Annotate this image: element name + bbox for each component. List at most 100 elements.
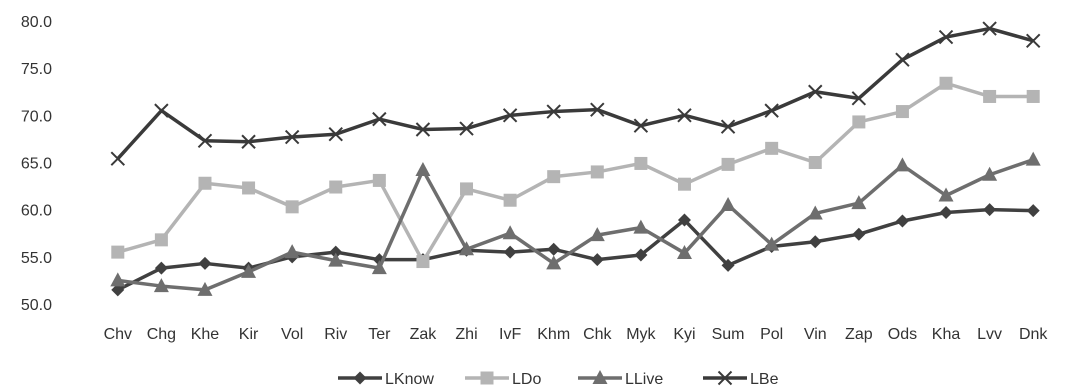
data-point-llive: [720, 196, 736, 211]
data-point-lbe: [938, 29, 954, 45]
data-point-llive: [110, 272, 126, 287]
x-tick-label: Myk: [626, 326, 656, 343]
x-tick-label: Sum: [712, 326, 745, 343]
x-tick-label: Riv: [324, 326, 347, 343]
legend-item-llive: LLive: [578, 370, 663, 388]
data-point-lbe: [328, 126, 343, 142]
data-point-ldo: [721, 157, 735, 171]
data-point-ldo: [460, 182, 474, 196]
series-ldo: [111, 76, 1040, 269]
data-point-ldo: [242, 181, 256, 195]
data-point-llive: [197, 281, 213, 296]
data-point-lknow: [1026, 204, 1040, 218]
x-tick-label: Khm: [537, 326, 570, 343]
x-axis: Chv Chg Khe Kir Vol Riv Ter Zak Zhi IvF Khm Chk Myk K…: [104, 326, 1049, 343]
data-point-llive: [589, 227, 605, 242]
legend-marker: [717, 370, 733, 386]
y-axis: 50.0 55.0 60.0 65.0 70.0 75.0 80.0: [21, 14, 52, 314]
x-tick-label: Zhi: [455, 326, 477, 343]
x-tick-label: Pol: [760, 326, 783, 343]
data-point-lbe: [851, 91, 867, 106]
data-point-ldo: [503, 193, 517, 207]
y-tick-label: 50.0: [21, 297, 52, 314]
data-point-ldo: [677, 177, 691, 191]
data-point-lknow: [983, 203, 997, 217]
legend-item-lknow: LKnow: [338, 371, 434, 388]
data-point-lknow: [895, 214, 909, 228]
data-point-lknow: [939, 205, 953, 219]
legend-label: LLive: [625, 371, 663, 388]
series-llive: [110, 151, 1041, 296]
x-tick-label: Vin: [804, 326, 827, 343]
data-point-lknow: [111, 283, 125, 297]
data-point-lbe: [982, 21, 997, 36]
data-point-lknow: [677, 213, 691, 227]
data-point-lknow: [634, 248, 648, 262]
x-tick-label: Dnk: [1019, 326, 1048, 343]
data-point-ldo: [765, 141, 779, 155]
data-point-lbe: [197, 133, 213, 149]
data-point-lknow: [198, 256, 212, 270]
data-point-llive: [371, 260, 387, 275]
series-line-llive: [117, 158, 1034, 292]
data-point-ldo: [590, 165, 604, 179]
data-point-llive: [328, 252, 344, 267]
data-point-ldo: [983, 89, 997, 103]
data-point-lknow: [590, 253, 604, 267]
data-point-lbe: [764, 103, 779, 118]
x-tick-label: Lvv: [977, 326, 1002, 343]
legend-label: LDo: [512, 371, 541, 388]
x-tick-label: Chg: [147, 326, 176, 343]
data-point-lknow: [852, 227, 866, 241]
data-point-lbe: [415, 122, 431, 137]
data-point-ldo: [852, 115, 866, 129]
data-point-lknow: [808, 235, 822, 249]
data-point-ldo: [1026, 89, 1040, 103]
data-point-lbe: [502, 108, 518, 123]
x-tick-label: Kir: [239, 326, 259, 343]
legend-label: LBe: [750, 371, 779, 388]
series-lbe: [110, 21, 1041, 166]
data-point-lbe: [808, 84, 823, 99]
data-point-ldo: [198, 176, 212, 190]
y-tick-label: 80.0: [21, 14, 52, 31]
y-tick-label: 65.0: [21, 156, 52, 173]
data-point-lbe: [1025, 33, 1041, 49]
x-tick-label: Zak: [410, 326, 438, 343]
data-point-llive: [894, 157, 910, 172]
data-point-ldo: [808, 156, 822, 169]
data-point-llive: [982, 166, 998, 181]
y-tick-label: 70.0: [21, 108, 52, 125]
data-point-lknow: [154, 261, 168, 275]
data-point-llive: [284, 244, 300, 259]
data-point-ldo: [154, 233, 168, 247]
data-point-lbe: [633, 118, 649, 133]
data-point-lbe: [677, 108, 692, 123]
data-point-lknow: [547, 242, 561, 256]
x-tick-label: Kha: [932, 326, 961, 343]
legend-marker: [480, 371, 494, 385]
data-point-lbe: [720, 119, 736, 134]
x-tick-label: Vol: [281, 326, 303, 343]
data-point-llive: [241, 263, 257, 278]
x-tick-label: Khe: [191, 326, 220, 343]
data-point-lknow: [503, 245, 517, 259]
data-point-ldo: [285, 200, 299, 214]
data-point-ldo: [547, 170, 561, 184]
data-point-llive: [764, 236, 780, 251]
data-point-lbe: [546, 104, 561, 119]
data-point-llive: [633, 219, 649, 234]
series-line-ldo: [117, 81, 1034, 264]
data-point-ldo: [329, 180, 343, 194]
data-point-lbe: [459, 121, 474, 136]
data-point-ldo: [111, 245, 125, 259]
data-point-ldo: [895, 105, 909, 119]
legend-item-lbe: LBe: [703, 370, 779, 388]
data-point-llive: [1025, 151, 1041, 166]
data-point-llive: [546, 255, 562, 270]
legend-marker: [592, 370, 608, 384]
data-point-lbe: [284, 129, 300, 145]
x-tick-label: Chk: [583, 326, 612, 343]
data-point-ldo: [372, 173, 386, 187]
